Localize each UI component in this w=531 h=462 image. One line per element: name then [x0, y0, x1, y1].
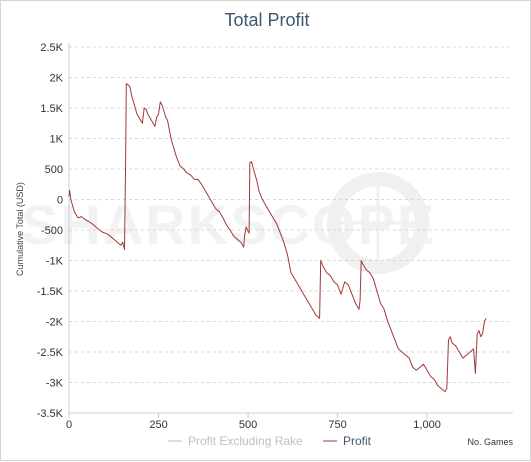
- y-tick-label: 2.5K: [40, 42, 63, 54]
- y-tick-label: -1.5K: [37, 286, 64, 298]
- y-tick-label: -3.5K: [37, 408, 64, 420]
- chart-title: Total Profit: [224, 10, 309, 30]
- y-tick-label: -2.5K: [37, 347, 64, 359]
- legend-label-profit: Profit: [343, 434, 372, 448]
- series-line-profit: [68, 83, 487, 393]
- gridlines: [69, 46, 513, 414]
- x-axis-ticks: 0 250 500 750 1,000: [66, 413, 441, 431]
- y-tick-label: 2K: [50, 73, 64, 85]
- x-tick-label: 1,000: [413, 419, 441, 431]
- legend-label-profit-excluding-rake: Profit Excluding Rake: [188, 434, 303, 448]
- watermark-crosshair-icon: [327, 172, 429, 274]
- series-layer: [68, 83, 487, 393]
- x-tick-label: 750: [328, 419, 346, 431]
- legend-item-profit[interactable]: Profit: [323, 434, 372, 448]
- x-axis-label: No. Games: [467, 437, 513, 447]
- x-tick-label: 500: [239, 419, 257, 431]
- y-tick-label: 500: [45, 164, 63, 176]
- x-tick-label: 250: [149, 419, 167, 431]
- legend-item-profit-excluding-rake[interactable]: Profit Excluding Rake: [168, 434, 303, 448]
- y-tick-label: 1K: [50, 134, 64, 146]
- y-axis-ticks: 2.5K 2K 1.5K 1K 500 0 -500 -1K -1.5K -2K -2.5K -3K -…: [37, 42, 64, 420]
- legend: Profit Excluding Rake Profit: [168, 434, 372, 448]
- x-tick-label: 0: [66, 419, 72, 431]
- axes: [68, 43, 513, 414]
- y-tick-label: 1.5K: [40, 103, 63, 115]
- y-tick-label: 0: [57, 195, 63, 207]
- y-tick-label: -500: [41, 225, 63, 237]
- y-tick-label: -3K: [46, 378, 64, 390]
- y-tick-label: -1K: [46, 256, 64, 268]
- y-tick-label: -2K: [46, 317, 64, 329]
- y-axis-label: Cumulative Total (USD): [15, 182, 25, 276]
